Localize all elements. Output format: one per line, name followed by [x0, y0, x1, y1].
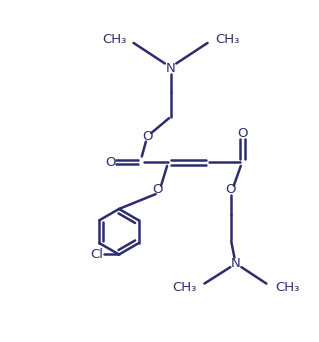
Text: CH₃: CH₃: [215, 33, 239, 46]
Text: O: O: [142, 130, 153, 143]
Text: N: N: [231, 257, 241, 270]
Text: CH₃: CH₃: [102, 33, 126, 46]
Text: O: O: [237, 127, 248, 140]
Text: N: N: [166, 62, 175, 75]
Text: O: O: [153, 183, 163, 196]
Text: CH₃: CH₃: [275, 281, 299, 294]
Text: O: O: [105, 156, 116, 169]
Text: CH₃: CH₃: [173, 281, 197, 294]
Text: O: O: [226, 183, 236, 196]
Text: Cl: Cl: [90, 248, 103, 261]
